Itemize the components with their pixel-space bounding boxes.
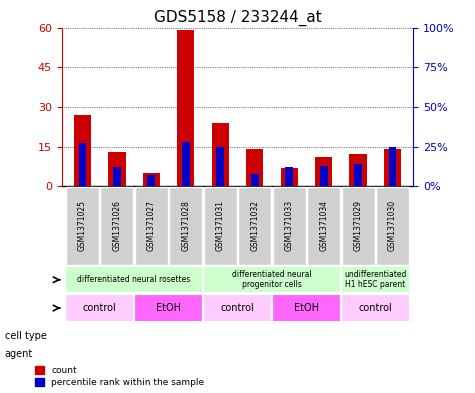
Text: differentiated neural rosettes: differentiated neural rosettes [77, 275, 191, 284]
FancyBboxPatch shape [134, 294, 203, 322]
FancyBboxPatch shape [65, 294, 134, 322]
Bar [285, 167, 293, 186]
Legend: count, percentile rank within the sample: count, percentile rank within the sample [33, 364, 206, 389]
Bar [389, 147, 397, 186]
FancyBboxPatch shape [341, 266, 410, 293]
Text: GSM1371027: GSM1371027 [147, 200, 156, 252]
Bar [78, 143, 86, 186]
Text: GSM1371034: GSM1371034 [319, 200, 328, 252]
Text: EtOH: EtOH [156, 303, 181, 313]
FancyBboxPatch shape [203, 294, 272, 322]
FancyBboxPatch shape [342, 187, 375, 265]
FancyBboxPatch shape [238, 187, 271, 265]
Text: undifferentiated
H1 hESC parent: undifferentiated H1 hESC parent [344, 270, 407, 290]
Text: cell type: cell type [5, 331, 47, 341]
Text: GSM1371026: GSM1371026 [113, 200, 122, 252]
Title: GDS5158 / 233244_at: GDS5158 / 233244_at [153, 10, 322, 26]
Text: GSM1371032: GSM1371032 [250, 200, 259, 252]
FancyBboxPatch shape [66, 187, 99, 265]
Bar [212, 123, 229, 186]
FancyBboxPatch shape [204, 187, 237, 265]
FancyBboxPatch shape [376, 187, 409, 265]
Text: GSM1371030: GSM1371030 [388, 200, 397, 252]
FancyBboxPatch shape [65, 266, 203, 293]
Bar [74, 115, 91, 186]
Text: GSM1371025: GSM1371025 [78, 200, 87, 252]
FancyBboxPatch shape [341, 294, 410, 322]
Text: agent: agent [5, 349, 33, 360]
Text: control: control [220, 303, 255, 313]
Bar [108, 152, 125, 186]
FancyBboxPatch shape [100, 187, 133, 265]
Bar [217, 147, 224, 186]
FancyBboxPatch shape [169, 187, 202, 265]
Bar [113, 167, 121, 186]
FancyBboxPatch shape [307, 187, 340, 265]
Bar [320, 165, 328, 186]
Bar [182, 142, 190, 186]
Text: EtOH: EtOH [294, 303, 319, 313]
FancyBboxPatch shape [273, 187, 306, 265]
Bar [350, 154, 367, 186]
Text: control: control [83, 303, 116, 313]
Text: differentiated neural
progenitor cells: differentiated neural progenitor cells [232, 270, 312, 290]
Bar [142, 173, 160, 186]
Text: GSM1371033: GSM1371033 [285, 200, 294, 252]
Bar [251, 174, 258, 186]
FancyBboxPatch shape [272, 294, 341, 322]
Bar [315, 157, 332, 186]
FancyBboxPatch shape [203, 266, 341, 293]
Bar [147, 175, 155, 186]
Bar [246, 149, 263, 186]
Text: control: control [359, 303, 392, 313]
Bar [384, 149, 401, 186]
Text: GSM1371031: GSM1371031 [216, 200, 225, 252]
Text: GSM1371029: GSM1371029 [353, 200, 362, 252]
Text: GSM1371028: GSM1371028 [181, 200, 190, 252]
Bar [281, 168, 298, 186]
Bar [354, 164, 362, 186]
Bar [177, 30, 194, 186]
FancyBboxPatch shape [135, 187, 168, 265]
